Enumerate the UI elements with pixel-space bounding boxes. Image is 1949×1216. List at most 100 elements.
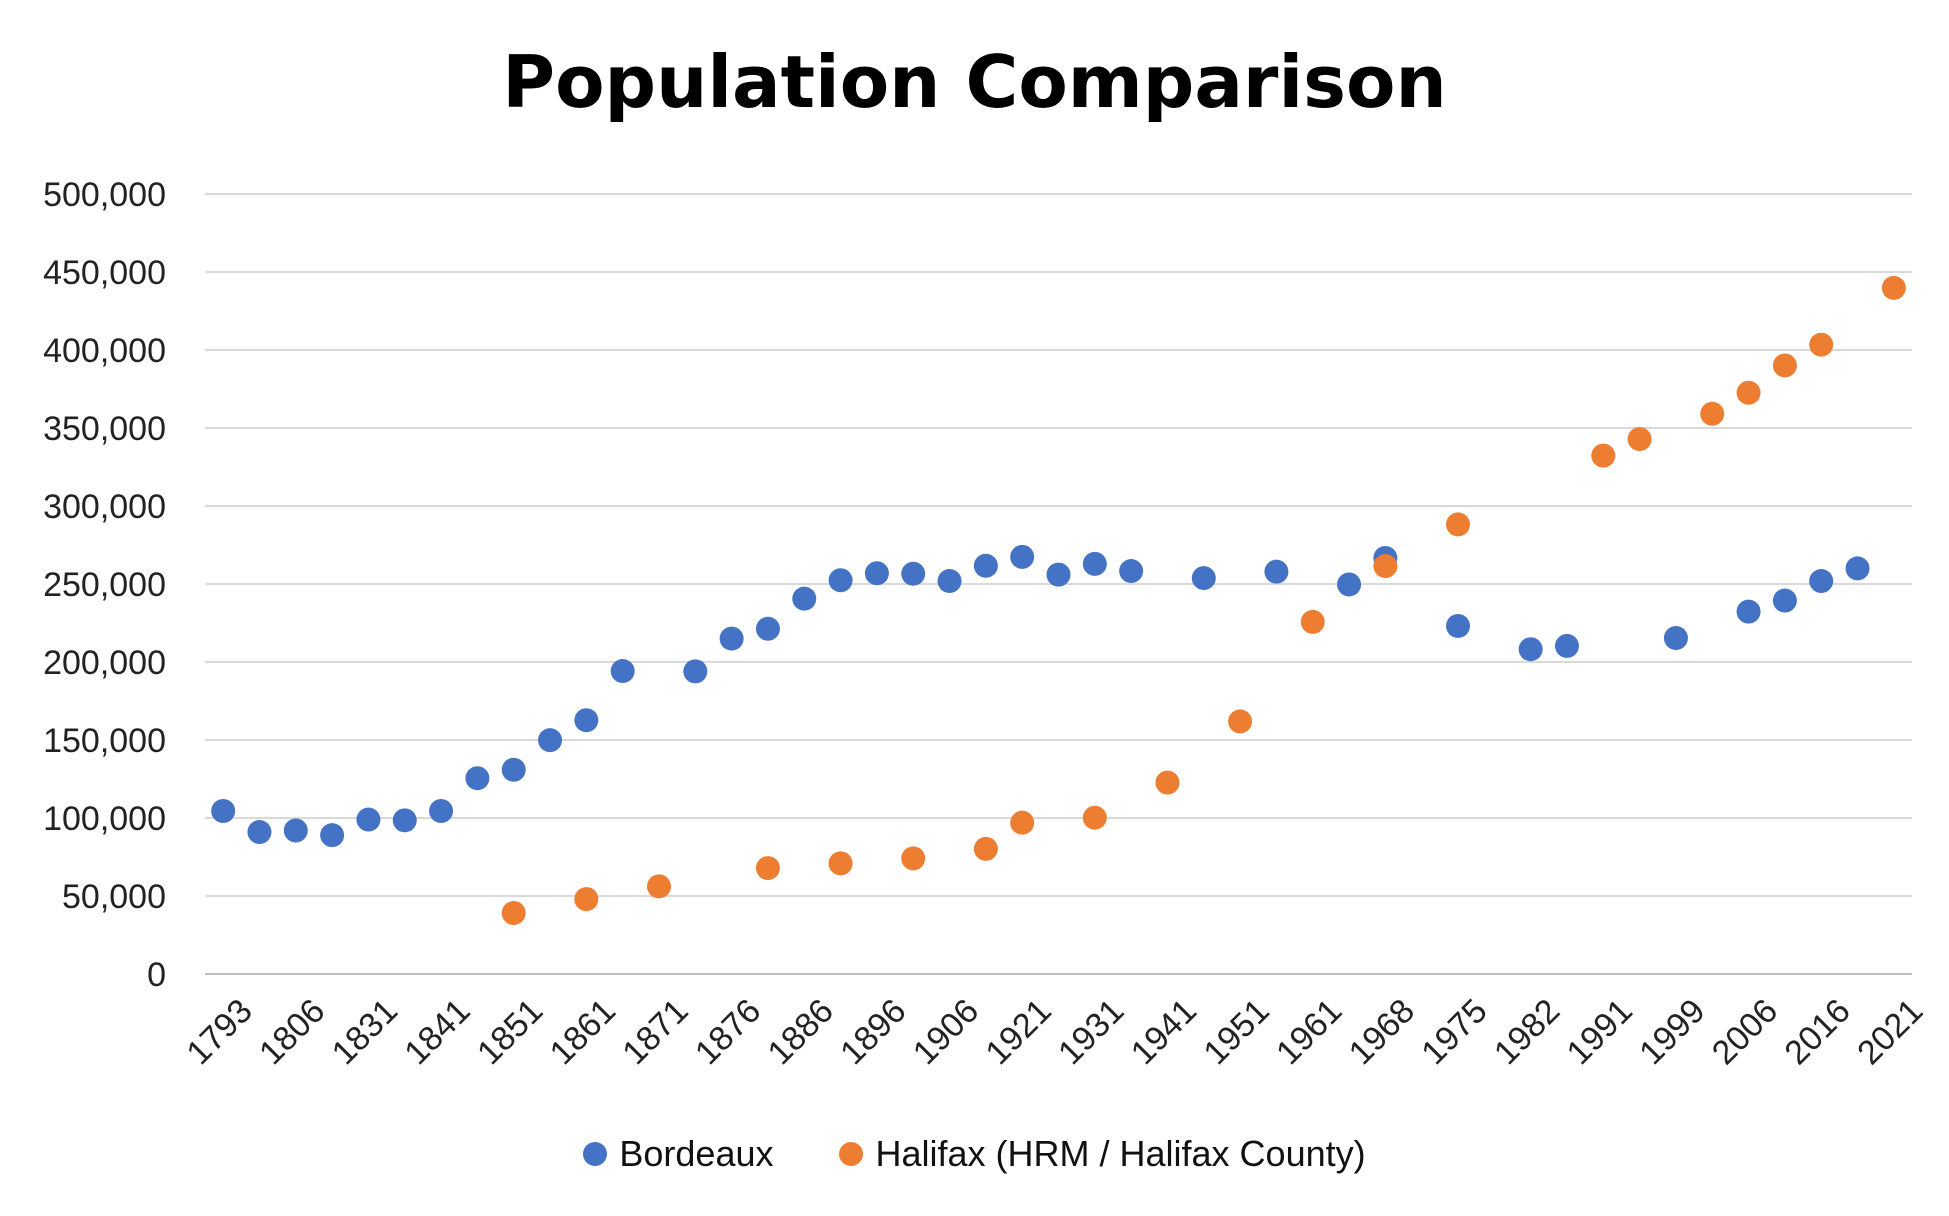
x-tick-label: 1999	[1632, 992, 1712, 1072]
legend-item-bordeaux: Bordeaux	[583, 1133, 773, 1175]
halifax-point	[1809, 332, 1834, 357]
bordeaux-point	[392, 808, 417, 833]
x-axis-labels: 1793180618311841185118611871187618861896…	[179, 992, 1930, 1072]
halifax-point	[646, 874, 671, 899]
x-tick-label: 1831	[325, 992, 405, 1072]
bordeaux-point	[755, 616, 780, 641]
bordeaux-point	[1446, 613, 1471, 638]
halifax-point	[1082, 805, 1107, 830]
halifax-point	[1446, 512, 1471, 537]
y-tick-label: 300,000	[43, 488, 166, 526]
halifax-point	[1591, 443, 1616, 468]
bordeaux-point	[1736, 599, 1761, 624]
legend-marker-bordeaux	[583, 1142, 608, 1166]
x-tick-label: 1906	[906, 992, 986, 1072]
bordeaux-point	[283, 818, 308, 843]
bordeaux-point	[211, 798, 236, 823]
x-tick-label: 1951	[1196, 992, 1276, 1072]
bordeaux-point	[1809, 569, 1834, 594]
bordeaux-point	[1518, 637, 1543, 662]
bordeaux-point	[1554, 633, 1579, 658]
bordeaux-point	[901, 561, 926, 586]
legend-marker-halifax	[839, 1142, 864, 1166]
halifax-point	[1010, 810, 1035, 835]
bordeaux-point	[973, 553, 998, 578]
halifax-point	[1373, 554, 1398, 579]
bordeaux-point	[429, 798, 454, 823]
bordeaux-point	[501, 757, 526, 782]
halifax-point	[1700, 401, 1725, 426]
x-tick-label: 1871	[615, 992, 695, 1072]
y-tick-label: 50,000	[62, 878, 166, 916]
y-tick-label: 0	[147, 956, 166, 994]
y-tick-label: 350,000	[43, 410, 166, 448]
halifax-point	[828, 851, 853, 876]
bordeaux-point	[937, 569, 962, 594]
bordeaux-point	[828, 568, 853, 593]
bordeaux-point	[1010, 544, 1035, 569]
x-tick-label: 1851	[470, 992, 550, 1072]
x-tick-label: 1941	[1124, 992, 1204, 1072]
bordeaux-point	[1772, 588, 1797, 613]
x-tick-label: 1876	[688, 992, 768, 1072]
data-points	[211, 275, 1906, 926]
bordeaux-point	[574, 708, 599, 733]
y-tick-label: 150,000	[43, 722, 166, 760]
halifax-point	[1772, 353, 1797, 378]
bordeaux-point	[1191, 566, 1216, 591]
halifax-point	[1155, 770, 1180, 795]
x-tick-label: 1931	[1051, 992, 1131, 1072]
x-tick-label: 1991	[1560, 992, 1640, 1072]
x-tick-label: 1896	[833, 992, 913, 1072]
bordeaux-point	[538, 728, 563, 753]
bordeaux-point	[1119, 559, 1144, 584]
x-tick-label: 1975	[1414, 992, 1494, 1072]
halifax-point	[755, 856, 780, 881]
legend-item-halifax: Halifax (HRM / Halifax County)	[839, 1133, 1366, 1175]
x-tick-label: 1861	[543, 992, 623, 1072]
bordeaux-point	[719, 626, 744, 651]
x-tick-label: 2016	[1777, 992, 1857, 1072]
bordeaux-point	[1046, 562, 1071, 587]
bordeaux-point	[1082, 551, 1107, 576]
halifax-point	[973, 836, 998, 861]
bordeaux-point	[320, 823, 345, 848]
y-tick-label: 200,000	[43, 644, 166, 682]
gridlines	[205, 193, 1912, 975]
halifax-point	[501, 901, 526, 926]
bordeaux-point	[465, 766, 490, 791]
legend-label-halifax: Halifax (HRM / Halifax County)	[875, 1133, 1366, 1174]
x-tick-label: 1968	[1342, 992, 1422, 1072]
bordeaux-point	[610, 659, 635, 684]
x-tick-label: 1982	[1487, 992, 1567, 1072]
bordeaux-point	[356, 807, 381, 832]
bordeaux-point	[683, 659, 708, 684]
y-tick-label: 250,000	[43, 566, 166, 604]
bordeaux-point	[1663, 625, 1688, 650]
y-tick-label: 450,000	[43, 254, 166, 292]
halifax-point	[1627, 427, 1652, 452]
bordeaux-point	[864, 561, 889, 586]
halifax-point	[1736, 380, 1761, 405]
x-tick-label: 1886	[761, 992, 841, 1072]
bordeaux-point	[1845, 556, 1870, 581]
y-tick-label: 400,000	[43, 332, 166, 370]
y-axis-labels: 0 50,000 100,000 150,000 200,000 250,000 300,0…	[43, 176, 166, 994]
bordeaux-point	[1264, 559, 1289, 584]
halifax-point	[901, 846, 926, 871]
x-tick-label: 2021	[1850, 992, 1930, 1072]
y-tick-label: 100,000	[43, 800, 166, 838]
y-tick-label: 500,000	[43, 176, 166, 214]
x-tick-label: 2006	[1705, 992, 1785, 1072]
x-tick-label: 1793	[179, 992, 259, 1072]
x-tick-label: 1961	[1269, 992, 1349, 1072]
halifax-point	[574, 887, 599, 912]
x-tick-label: 1841	[397, 992, 477, 1072]
halifax-point	[1881, 275, 1906, 300]
x-tick-label: 1921	[978, 992, 1058, 1072]
bordeaux-point	[247, 820, 272, 845]
legend-label-bordeaux: Bordeaux	[619, 1133, 774, 1174]
chart-title: Population Comparison	[502, 40, 1447, 124]
legend: Bordeaux Halifax (HRM / Halifax County)	[0, 1133, 1949, 1175]
